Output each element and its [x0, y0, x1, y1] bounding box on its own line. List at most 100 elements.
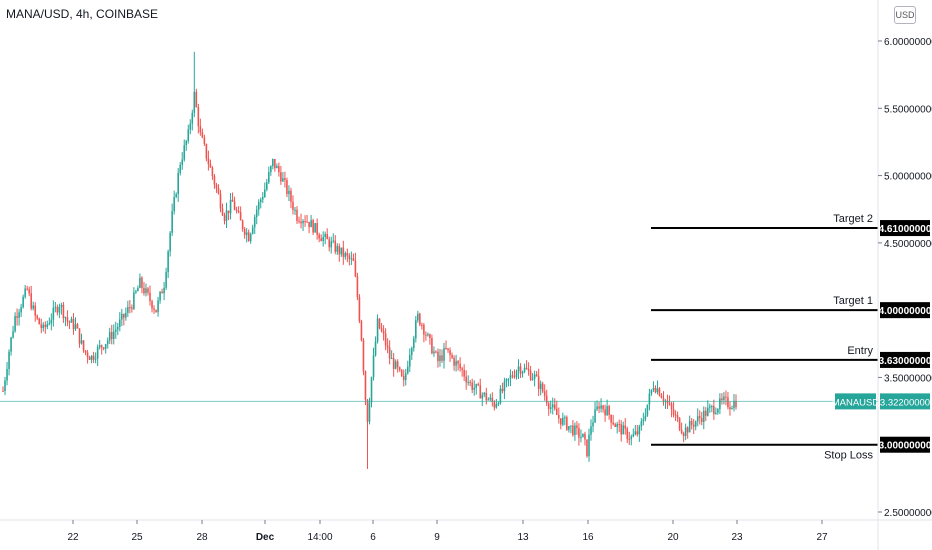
candle-body: [348, 255, 351, 259]
candle-body: [76, 324, 79, 329]
candle-body: [666, 400, 669, 404]
candle-body: [473, 387, 476, 390]
candle-body: [531, 378, 534, 380]
candle-body: [34, 305, 37, 316]
candle-body: [584, 433, 586, 440]
level-price-badge: [880, 436, 930, 453]
candle-body: [181, 159, 184, 165]
candle-body: [400, 370, 403, 377]
candle-body: [437, 351, 439, 362]
candle-body: [425, 334, 427, 336]
current-price-badge: [880, 393, 930, 410]
candle-body: [731, 408, 733, 410]
candle-body: [193, 91, 196, 113]
candle-body: [334, 240, 337, 252]
candle-body: [435, 351, 437, 353]
candle-body: [735, 401, 737, 408]
candle-body: [493, 402, 496, 408]
candle-body: [604, 409, 606, 416]
candle-body: [72, 318, 75, 330]
candle-body: [620, 424, 623, 435]
candle-body: [251, 227, 254, 234]
candle-body: [686, 427, 689, 433]
candle-body: [616, 424, 618, 428]
candle-body: [370, 377, 373, 403]
candle-body: [650, 389, 653, 394]
candle-body: [167, 251, 169, 273]
candle-body: [235, 209, 238, 211]
candle-body: [290, 190, 292, 202]
candle-body: [640, 421, 643, 427]
candle-body: [18, 312, 20, 318]
candle-body: [668, 403, 671, 405]
candle-body: [102, 347, 105, 349]
candle-body: [626, 428, 629, 439]
candle-body: [578, 427, 580, 438]
x-tick-label: 28: [196, 532, 208, 543]
currency-button[interactable]: USD: [894, 6, 916, 24]
candle-body: [380, 328, 383, 331]
candle-body: [207, 158, 210, 164]
candle-body: [270, 166, 272, 173]
candle-body: [368, 402, 371, 422]
y-tick-label: 5.00000000: [884, 172, 932, 183]
candle-body: [263, 189, 266, 198]
candle-body: [582, 433, 584, 438]
candle-body: [727, 397, 729, 408]
candle-body: [529, 370, 532, 380]
candle-body: [688, 420, 691, 433]
candle-body: [704, 410, 707, 416]
candle-body: [268, 172, 270, 183]
candle-body: [219, 193, 222, 209]
candle-body: [636, 431, 639, 435]
candle-body: [580, 437, 582, 439]
candle-body: [483, 392, 486, 395]
candle-body: [352, 258, 355, 261]
candle-body: [408, 354, 411, 367]
candle-body: [588, 434, 590, 457]
candle-body: [137, 287, 139, 292]
symbol-title: MANA/USD, 4h, COINBASE: [6, 7, 159, 21]
candles: [2, 51, 737, 469]
candle-body: [564, 417, 566, 419]
current-price-value: 3.32200000: [880, 397, 930, 408]
candle-body: [328, 239, 331, 248]
candle-body: [100, 345, 103, 348]
candle-body: [459, 363, 461, 369]
candle-body: [592, 422, 594, 427]
candle-body: [54, 307, 57, 309]
candle-body: [404, 373, 407, 380]
candle-body: [568, 426, 570, 430]
candle-body: [56, 307, 59, 313]
candle-body: [364, 371, 367, 400]
candle-body: [125, 312, 127, 318]
candle-body: [183, 145, 186, 160]
candle-body: [596, 406, 598, 410]
candle-body: [461, 368, 463, 370]
candle-body: [541, 383, 544, 392]
candle-body: [499, 388, 502, 404]
candle-body: [658, 388, 661, 396]
candle-body: [261, 197, 264, 200]
candle-body: [505, 379, 508, 382]
candle-body: [300, 221, 302, 224]
candle-body: [471, 382, 474, 390]
level-label: Target 1: [833, 295, 873, 307]
candle-body: [82, 340, 85, 351]
candle-body: [429, 334, 431, 339]
candle-body: [239, 212, 242, 221]
candle-body: [354, 260, 357, 277]
candle-body: [116, 326, 119, 330]
candle-body: [696, 416, 699, 422]
x-tick-label: 9: [434, 532, 440, 543]
candle-body: [557, 414, 560, 419]
y-tick-label: 3.50000000: [884, 373, 932, 384]
candle-body: [26, 288, 28, 290]
level-label: Target 2: [833, 213, 873, 225]
candle-body: [80, 340, 83, 344]
candle-body: [118, 319, 121, 327]
x-tick-label: 23: [731, 532, 743, 543]
candle-body: [221, 208, 224, 216]
candle-body: [185, 140, 188, 146]
